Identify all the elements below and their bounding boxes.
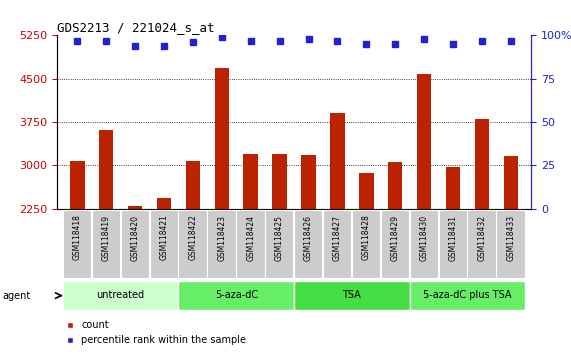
Text: untreated: untreated	[96, 290, 144, 300]
Text: 5-aza-dC plus TSA: 5-aza-dC plus TSA	[423, 290, 512, 300]
FancyBboxPatch shape	[179, 281, 294, 310]
FancyBboxPatch shape	[409, 210, 438, 278]
FancyBboxPatch shape	[496, 210, 525, 278]
FancyBboxPatch shape	[120, 210, 149, 278]
FancyBboxPatch shape	[294, 210, 323, 278]
Bar	[215, 68, 229, 209]
Bar	[475, 119, 489, 209]
Bar	[359, 173, 373, 209]
Text: GSM118424: GSM118424	[246, 215, 255, 261]
FancyBboxPatch shape	[63, 281, 179, 310]
Bar	[157, 199, 171, 209]
Text: GSM118420: GSM118420	[131, 215, 140, 261]
Bar	[301, 154, 316, 209]
FancyBboxPatch shape	[294, 281, 409, 310]
FancyBboxPatch shape	[207, 210, 236, 278]
Bar	[186, 161, 200, 209]
Text: GDS2213 / 221024_s_at: GDS2213 / 221024_s_at	[57, 21, 215, 34]
Text: GSM118418: GSM118418	[73, 215, 82, 261]
Text: GSM118426: GSM118426	[304, 215, 313, 261]
Text: GSM118421: GSM118421	[159, 215, 168, 261]
FancyBboxPatch shape	[381, 210, 409, 278]
Text: GSM118428: GSM118428	[362, 215, 371, 261]
Bar	[417, 74, 431, 209]
FancyBboxPatch shape	[179, 210, 207, 278]
Text: GSM118432: GSM118432	[477, 215, 486, 261]
Text: TSA: TSA	[343, 290, 361, 300]
FancyBboxPatch shape	[265, 210, 293, 278]
Text: GSM118430: GSM118430	[420, 215, 429, 261]
Bar	[504, 156, 518, 209]
FancyBboxPatch shape	[439, 210, 467, 278]
Text: GSM118419: GSM118419	[102, 215, 111, 261]
FancyBboxPatch shape	[468, 210, 496, 278]
Bar	[272, 154, 287, 209]
Text: GSM118429: GSM118429	[391, 215, 400, 261]
Bar	[70, 161, 85, 209]
Text: GSM118433: GSM118433	[506, 215, 515, 261]
FancyBboxPatch shape	[92, 210, 120, 278]
Bar	[243, 154, 258, 209]
FancyBboxPatch shape	[323, 210, 351, 278]
Text: GSM118427: GSM118427	[333, 215, 342, 261]
Bar	[99, 130, 114, 209]
Legend: count, percentile rank within the sample: count, percentile rank within the sample	[62, 316, 250, 349]
Bar	[388, 162, 403, 209]
Bar	[128, 206, 142, 209]
Text: 5-aza-dC: 5-aza-dC	[215, 290, 258, 300]
FancyBboxPatch shape	[236, 210, 264, 278]
FancyBboxPatch shape	[63, 210, 91, 278]
Bar	[330, 113, 345, 209]
FancyBboxPatch shape	[352, 210, 380, 278]
Text: GSM118431: GSM118431	[448, 215, 457, 261]
Text: GSM118425: GSM118425	[275, 215, 284, 261]
Text: GSM118422: GSM118422	[188, 215, 198, 261]
FancyBboxPatch shape	[150, 210, 178, 278]
Text: agent: agent	[3, 291, 31, 301]
Bar	[446, 167, 460, 209]
Text: GSM118423: GSM118423	[218, 215, 226, 261]
FancyBboxPatch shape	[409, 281, 525, 310]
